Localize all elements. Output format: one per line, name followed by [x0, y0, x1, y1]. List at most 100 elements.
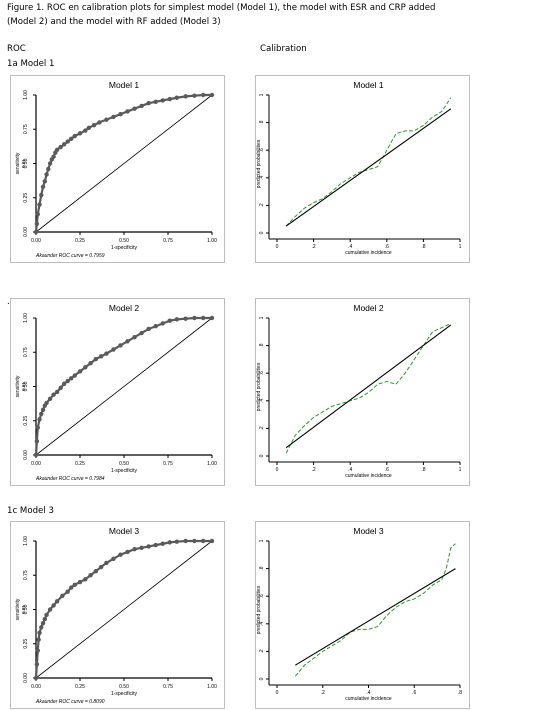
roc-point [42, 179, 47, 184]
roc-point [160, 321, 165, 326]
x-tick-label: .4 [366, 690, 370, 696]
chart-title: Model 3 [353, 526, 384, 536]
x-axis-label: 1-specificity [111, 468, 138, 474]
y-tick-label: 1 [259, 93, 265, 96]
roc-point [47, 161, 53, 166]
calibration-chart-model-2: Model 2 0 .2 .4 .6 .8 1 0 .2 .4 .6 .8 1 predicted pro… [255, 298, 470, 486]
x-tick-label: 0.75 [163, 684, 173, 690]
roc-point [69, 136, 74, 142]
x-axis-label: cumulative incidence [345, 250, 392, 256]
observed-calibration-line [285, 323, 452, 454]
y-tick-label: .2 [259, 649, 265, 653]
roc-chart-model-2: Model 20.000.250.500.751.000.00 0.25 0.50 0… [10, 298, 225, 486]
y-tick-label: 1.00 [23, 313, 29, 323]
roc-point [77, 369, 83, 374]
roc-point [34, 439, 40, 444]
y-tick-label: .6 [259, 148, 265, 152]
chart-title: Model 1 [353, 80, 384, 90]
roc-point [132, 106, 137, 111]
y-tick-label: 0.25 [23, 639, 29, 649]
x-tick-label: .2 [312, 467, 316, 473]
roc-point [174, 317, 179, 322]
observed-calibration-line [285, 97, 452, 227]
y-tick-label: .8 [259, 343, 265, 347]
roc-point [98, 564, 104, 570]
roc-point [40, 407, 46, 412]
y-tick-label: .2 [259, 203, 265, 207]
x-tick-label: 0.50 [119, 461, 129, 467]
y-tick-label: .4 [259, 621, 265, 625]
x-tick-label: .2 [321, 690, 325, 696]
roc-point [139, 545, 144, 551]
roc-point [39, 192, 44, 198]
roc-point [91, 122, 97, 128]
roc-point [183, 538, 188, 544]
roc-point [51, 392, 56, 397]
y-tick-label: 0.50 [23, 604, 29, 614]
roc-point [160, 98, 165, 103]
y-tick-label: .6 [259, 594, 265, 598]
x-tick-label: 0.00 [31, 238, 41, 244]
roc-point [77, 131, 83, 136]
roc-point [83, 577, 88, 582]
roc-point [86, 125, 92, 131]
roc-point [98, 354, 104, 359]
roc-point [201, 538, 206, 544]
roc-point [54, 147, 60, 152]
roc-point [192, 315, 197, 321]
roc-point [61, 142, 67, 147]
y-tick-label: 0.00 [23, 450, 29, 460]
roc-point [174, 539, 179, 544]
y-tick-label: .6 [259, 371, 265, 375]
x-tick-label: 0.50 [119, 238, 129, 244]
roc-chart-model-3: Model 30.000.250.500.751.000.00 0.25 0.50 0… [10, 521, 225, 709]
chart-title: Model 3 [109, 526, 140, 536]
x-tick-label: 0.25 [75, 684, 85, 690]
chart-title: Model 2 [353, 303, 384, 313]
x-tick-label: 0.25 [75, 461, 85, 467]
x-tick-label: .4 [348, 467, 352, 473]
fitted-calibration-line [285, 324, 452, 449]
roc-point [46, 166, 51, 172]
auc-note: Akaunder ROC curve = 0.7959 [35, 253, 105, 259]
x-axis-label: cumulative incidence [345, 696, 392, 702]
x-tick-label: 0.50 [119, 684, 129, 690]
x-tick-label: 1 [459, 244, 462, 250]
roc-point [183, 94, 188, 99]
roc-point [36, 637, 41, 642]
reference-line [35, 94, 213, 233]
roc-point [201, 315, 206, 321]
roc-point [60, 593, 65, 598]
x-tick-label: 1 [459, 467, 462, 473]
roc-point [125, 549, 130, 555]
roc-point [111, 347, 116, 352]
x-tick-label: 1.00 [207, 461, 217, 467]
auc-note: Akaunder ROC curve = 0.7984 [35, 476, 105, 482]
roc-chart-model-1: Model 10.000.250.500.751.000.00 0.25 0.50 0… [10, 75, 225, 263]
x-tick-label: .8 [421, 244, 425, 250]
roc-point [192, 538, 197, 544]
roc-point [35, 211, 40, 217]
roc-point [61, 381, 67, 386]
roc-point [40, 184, 46, 189]
roc-point [93, 356, 99, 362]
section-marker: . [7, 297, 10, 307]
roc-point [167, 540, 172, 545]
roc-point [77, 579, 83, 585]
y-axis-label: predicted probabilities [256, 139, 262, 188]
x-tick-label: 0 [276, 690, 279, 696]
roc-point [72, 582, 77, 588]
y-tick-label: .4 [259, 175, 265, 179]
roc-point [125, 109, 130, 114]
y-axis-label: sensitivity [15, 375, 21, 397]
y-tick-label: 0 [259, 454, 265, 457]
roc-point [139, 103, 144, 109]
y-tick-label: 1 [259, 316, 265, 319]
roc-point [44, 172, 49, 177]
section-label-model-1: 1a Model 1 [7, 59, 55, 69]
roc-point [51, 154, 56, 159]
x-tick-label: 0 [276, 244, 279, 250]
roc-point [44, 612, 49, 618]
roc-point [47, 396, 53, 402]
roc-point [153, 324, 158, 329]
